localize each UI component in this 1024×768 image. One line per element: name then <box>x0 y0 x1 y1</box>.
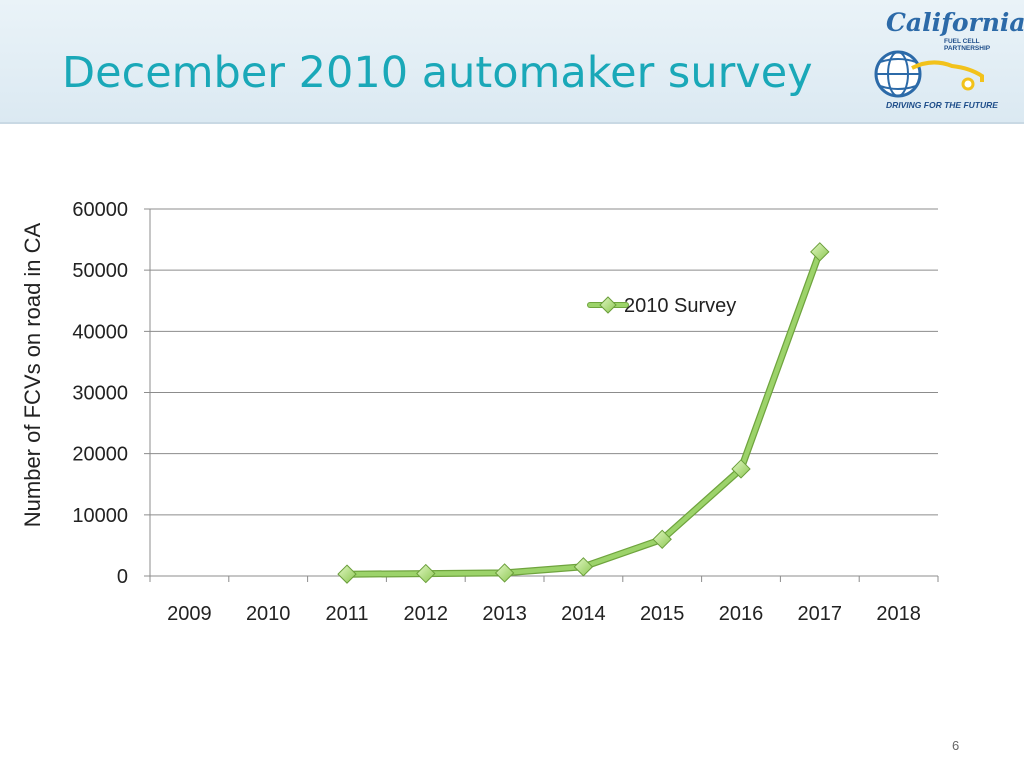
x-tick-label-2017: 2017 <box>798 603 843 625</box>
slide-title: December 2010 automaker survey <box>62 48 813 98</box>
series-line <box>344 249 823 577</box>
data-point-2017 <box>810 242 830 262</box>
data-point-2014 <box>573 557 594 577</box>
x-tick-label-2016: 2016 <box>719 603 764 625</box>
page-number: 6 <box>952 738 960 753</box>
legend-label: 2010 Survey <box>624 295 736 317</box>
gridlines <box>144 208 938 577</box>
legend-marker <box>599 296 617 314</box>
california-fuel-cell-partnership-logo: California FUEL CELL PARTNERSHIP DRIVING… <box>872 8 1024 116</box>
series-2010-survey <box>337 242 830 584</box>
legend: 2010 Survey <box>587 295 736 317</box>
title-banner: December 2010 automaker survey Californi… <box>0 0 1024 124</box>
data-point-2012 <box>416 563 436 584</box>
y-tick-label-50000: 50000 <box>72 260 128 282</box>
x-tick-label-2010: 2010 <box>246 603 291 625</box>
series-line-shadow <box>343 248 824 578</box>
data-point-2015 <box>652 529 672 550</box>
y-tick-label-10000: 10000 <box>72 505 128 527</box>
axes: 0 10000 20000 30000 40000 50000 60000 2009 2010 2… <box>72 199 939 625</box>
y-tick-label-20000: 20000 <box>72 444 128 466</box>
x-tick-label-2013: 2013 <box>482 603 527 625</box>
y-tick-label-60000: 60000 <box>72 199 128 221</box>
data-point-2013 <box>494 563 515 583</box>
logo-tagline: DRIVING FOR THE FUTURE <box>886 100 998 110</box>
globe-car-icon <box>874 50 984 98</box>
logo-wordmark: California <box>886 8 1024 37</box>
y-tick-label-40000: 40000 <box>72 321 128 343</box>
x-tick-label-2009: 2009 <box>167 603 212 625</box>
y-tick-label-30000: 30000 <box>72 383 128 405</box>
logo-subtitle: FUEL CELL PARTNERSHIP <box>944 38 991 52</box>
data-point-2011 <box>337 564 357 584</box>
x-tick-label-2012: 2012 <box>404 603 449 625</box>
x-tick-label-2015: 2015 <box>640 603 685 625</box>
y-tick-label-0: 0 <box>117 566 128 588</box>
x-tick-label-2011: 2011 <box>325 603 368 625</box>
y-axis-label: Number of FCVs on road in CA <box>20 222 45 527</box>
x-tick-label-2014: 2014 <box>561 603 606 625</box>
data-point-2016 <box>731 459 751 479</box>
x-tick-label-2018: 2018 <box>876 603 921 625</box>
